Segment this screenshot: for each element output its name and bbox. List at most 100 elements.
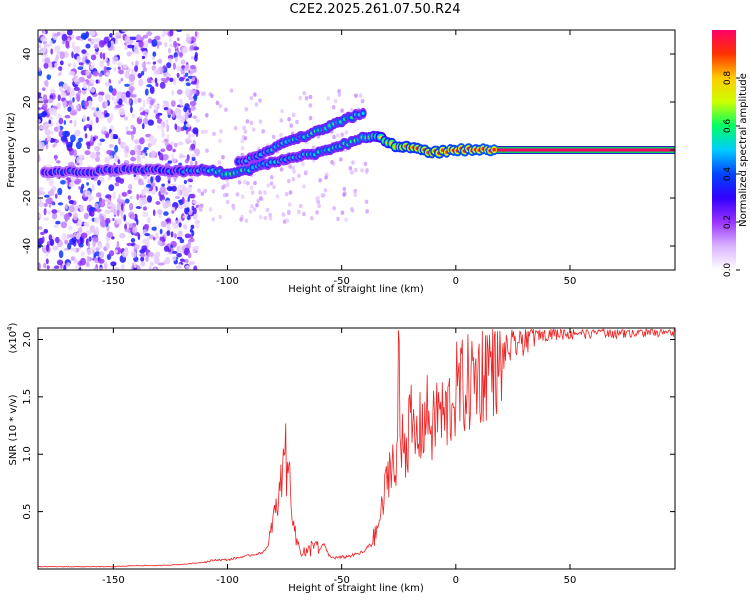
spectrogram-noise-cell [113,67,117,72]
spectrogram-noise-cell [117,66,121,70]
spectrogram-noise-cell [55,236,60,244]
spectrogram-noise-cell [318,178,322,183]
spectrogram-noise-cell [114,32,121,37]
spectrogram-noise-cell [107,203,113,208]
spectrogram-noise-cell [130,149,136,156]
spectrogram-noise-cell [192,200,198,204]
spectrogram-noise-cell [243,180,247,185]
spectrogram-noise-cell [250,190,255,195]
spectrogram-noise-cell [301,162,305,167]
spectrogram-noise-cell [217,160,222,165]
spectrogram-noise-cell [124,198,130,204]
spectrogram-noise-cell [156,125,163,129]
spectrogram-noise-cell [164,256,171,265]
spectrogram-noise-cell [121,203,124,211]
spectrogram-noise-cell [221,155,225,160]
spectrogram-noise-cell [175,220,180,224]
spectrogram-noise-cell [117,159,121,165]
spectrogram-noise-cell [99,138,106,142]
spectrogram-noise-cell [62,83,67,89]
spectrogram-noise-cell [66,234,70,239]
spectrogram-noise-cell [139,137,145,145]
spectrogram-noise-cell [117,91,123,96]
spectrogram-noise-cell [92,38,99,44]
spectrogram-noise-cell [177,184,183,190]
spectrogram-noise-cell [142,67,147,72]
spectrogram-noise-cell [125,126,129,131]
spectrogram-noise-cell [98,91,105,96]
spectrogram-noise-cell [185,111,189,120]
spectrogram-noise-cell [136,218,139,226]
snr-y-tick-label: 0.5 [22,504,33,520]
spectrogram-noise-cell [67,195,72,201]
spectrogram-noise-cell [142,34,148,39]
spectrogram-noise-cell [155,175,161,183]
spectrogram-noise-cell [85,59,91,64]
spectrogram-noise-cell [188,186,192,193]
spectrogram-noise-cell [155,113,160,120]
spectrogram-noise-cell [78,186,81,190]
spectrogram-noise-cell [194,160,198,167]
spectrogram-noise-cell [148,265,152,270]
spectrogram-noise-cell [185,140,192,144]
spectrogram-noise-cell [192,246,197,253]
spectrogram-noise-cell [190,224,195,229]
spectrogram-noise-cell [49,88,56,94]
spectrogram-noise-cell [90,134,94,143]
spectrogram-noise-cell [55,193,58,199]
spectrogram-noise-cell [174,56,178,62]
spectrogram-track-core [361,111,365,116]
spectrogram-noise-cell [176,112,180,117]
spectrogram-noise-cell [92,71,100,77]
spectrogram-noise-cell [86,142,91,150]
spectrogram-noise-cell [295,119,299,125]
spectrogram-noise-cell [144,113,148,118]
spectrogram-noise-cell [335,133,340,138]
spectrogram-noise-cell [88,236,92,242]
spectrogram-noise-cell [180,59,186,65]
spectrogram-noise-cell [121,192,127,197]
spectrogram-noise-cell [98,114,104,119]
spectrogram-noise-cell [263,215,268,221]
spectrogram-noise-cell [118,137,121,145]
spectrogram-noise-cell [101,199,106,203]
spectrogram-noise-cell [252,207,257,212]
spectrogram-noise-cell [218,103,223,109]
spectrogram-noise-cell [126,130,132,135]
spectrogram-noise-cell [177,37,180,42]
spectrogram-noise-cell [211,189,216,194]
spectrogram-noise-cell [137,144,142,151]
spectrogram-noise-cell [308,94,313,100]
spectrogram-y-tick-label: -20 [22,190,33,206]
spectrogram-noise-cell [38,189,42,196]
spectrogram-noise-cell [147,251,154,257]
spectrogram-noise-cell [132,36,137,41]
spectrogram-noise-cell [337,89,341,94]
spectrogram-noise-cell [344,130,349,135]
spectrogram-noise-cell [147,119,154,126]
spectrogram-noise-cell [124,223,127,230]
spectrogram-noise-cell [203,188,207,194]
snr-multiplier-label: (x104) [6,322,19,353]
spectrogram-noise-cell [112,56,119,62]
spectrogram-noise-cell [249,185,254,190]
spectrogram-noise-cell [75,232,81,240]
spectrogram-noise-cell [182,215,189,219]
spectrogram-noise-cell [244,218,249,223]
spectrogram-noise-cell [129,202,134,211]
spectrogram-noise-cell [178,76,185,82]
spectrogram-noise-cell [113,135,119,139]
spectrogram-noise-cell [121,30,129,33]
spectrogram-noise-cell [291,112,296,118]
spectrogram-noise-cell [258,98,262,103]
spectrogram-noise-cell [129,195,133,200]
spectrogram-noise-cell [287,210,291,216]
spectrogram-noise-cell [193,265,198,270]
spectrogram-noise-cell [40,36,47,42]
spectrogram-noise-cell [124,83,130,87]
spectrogram-noise-cell [58,66,63,71]
spectrogram-noise-cell [194,31,198,37]
spectrogram-noise-cell [127,39,134,44]
spectrogram-noise-cell [54,154,57,161]
spectrogram-noise-cell [178,98,182,103]
